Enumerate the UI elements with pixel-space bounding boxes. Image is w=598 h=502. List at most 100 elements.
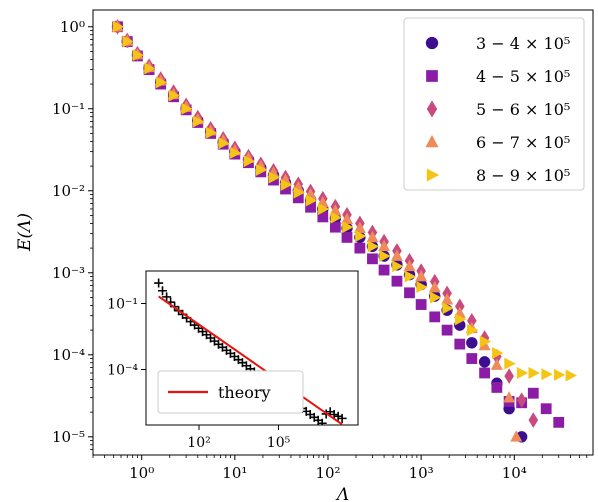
main-series-4-point <box>403 259 416 272</box>
main-series-3-point <box>454 298 465 315</box>
inset-x-tick-label: 10² <box>187 435 210 451</box>
inset-y-axis: 10⁻¹ 10⁻⁴ <box>107 296 146 378</box>
main-series-5-point <box>192 115 205 128</box>
main-series-3-point <box>516 392 527 408</box>
inset-y-tick-label: 10⁻¹ <box>107 296 138 312</box>
main-series-5-point <box>416 281 428 294</box>
main-series-2-point <box>317 211 329 223</box>
main-series-4-point <box>490 358 503 370</box>
main-series-2-point <box>341 232 353 243</box>
main-series-5-point <box>342 221 354 234</box>
legend-swatch-2 <box>426 70 438 82</box>
main-series-4-point <box>341 212 354 225</box>
legend-label-5: 8 − 9 × 10⁵ <box>476 166 570 185</box>
main-series-5-point <box>330 211 342 224</box>
inset-data-point <box>329 410 339 420</box>
main-series-2-point <box>553 416 565 428</box>
main-series-2-point <box>429 311 441 323</box>
main-series-5-point <box>528 366 540 379</box>
main-series-2-point <box>280 183 291 195</box>
inset-data-point <box>333 411 343 421</box>
main-series-2-point <box>354 242 366 254</box>
main-series-5-point <box>155 76 168 89</box>
legend-label-2: 4 − 5 × 10⁵ <box>476 67 570 86</box>
main-series-5 <box>112 20 577 382</box>
legend-swatch-4 <box>425 134 439 148</box>
main-series-2-point <box>305 201 316 213</box>
main-x-tick-label: 10⁴ <box>502 464 527 482</box>
main-series-5-point <box>112 20 125 33</box>
main-series-5-point <box>305 194 318 207</box>
main-x-tick-label: 10⁰ <box>129 464 154 482</box>
main-series-5-point <box>293 186 305 199</box>
main-y-tick-label: 10⁻⁵ <box>52 428 85 446</box>
main-series-4-point <box>378 239 391 252</box>
main-y-axis: 10⁰ 10⁻¹ 10⁻² 10⁻³ 10⁻⁴ 10⁻⁵ <box>52 18 93 450</box>
main-series-2-point <box>540 403 552 415</box>
y-axis-label: E(Λ) <box>15 213 35 252</box>
legend-label-1: 3 − 4 × 10⁵ <box>476 34 570 53</box>
main-series-2-point <box>391 275 403 287</box>
legend-label-4: 6 − 7 × 10⁵ <box>476 133 570 152</box>
main-series-5-point <box>280 178 293 191</box>
main-series-2-point <box>404 287 415 299</box>
main-series-2-point <box>329 221 341 233</box>
main-series-5-point <box>504 357 516 370</box>
main-y-tick-label: 10⁻³ <box>52 264 85 282</box>
main-series-5-point <box>218 137 230 150</box>
main-series-5-point <box>479 335 492 348</box>
main-series-4-point <box>503 391 516 403</box>
main-legend: 3 − 4 × 10⁵ 4 − 5 × 10⁵ 5 − 6 × 10⁵ 6 − 7 ×… <box>403 17 585 191</box>
main-y-tick-label: 10⁻⁴ <box>52 346 85 364</box>
inset-legend: theory <box>157 370 304 414</box>
legend-swatch-3 <box>426 100 438 118</box>
inset-data-point <box>158 286 168 296</box>
main-series-5-point <box>492 347 504 360</box>
main-series-4-point <box>366 230 379 243</box>
main-series-5-point <box>429 291 442 304</box>
main-y-tick-label: 10⁰ <box>60 18 85 36</box>
main-y-tick-label: 10⁻² <box>52 182 85 200</box>
main-series-4-point <box>428 280 441 293</box>
main-series-3-point <box>504 368 514 384</box>
inset-legend-box <box>157 370 304 414</box>
main-y-tick-label: 10⁻¹ <box>52 100 85 118</box>
main-series-2-point <box>415 299 427 310</box>
main-series-4-point <box>510 430 523 442</box>
main-series-3-point <box>467 312 477 329</box>
inset-data-point <box>317 418 327 425</box>
inset-theory-line <box>158 295 343 425</box>
main-series-4-point <box>353 221 366 233</box>
main-series-4-point <box>390 249 403 261</box>
main-series-5-point <box>392 260 404 273</box>
main-x-tick-label: 10³ <box>409 464 434 482</box>
main-series-3-point <box>528 412 539 428</box>
inset-data-point <box>154 278 164 288</box>
main-series-5-point <box>243 155 256 168</box>
main-series-5-point <box>442 302 454 315</box>
main-series-5-point <box>467 324 479 337</box>
inset-x-tick-label: 10⁵ <box>267 435 291 451</box>
main-series-2-point <box>527 387 539 399</box>
main-x-tick-label: 10¹ <box>222 464 247 482</box>
inset-x-axis: 10² 10⁵ <box>187 425 291 451</box>
main-series-5-point <box>122 35 134 48</box>
main-series-5-point <box>144 62 156 75</box>
main-series-1-point <box>466 337 478 349</box>
main-series-5-point <box>565 369 577 382</box>
main-series-1-point <box>478 356 491 368</box>
x-axis-label: Λ <box>335 485 349 502</box>
main-series-5-point <box>355 230 367 243</box>
main-series-4-point <box>441 293 454 305</box>
legend-swatch-1 <box>425 36 439 50</box>
main-series-2-point <box>466 353 478 364</box>
inset-data-point <box>337 413 347 423</box>
inset-data-point <box>162 292 172 302</box>
main-series-5-point <box>205 126 218 139</box>
main-series-2-point <box>367 253 378 265</box>
main-series-5-point <box>168 89 181 102</box>
main-series-5-point <box>230 146 242 159</box>
main-series-5-point <box>516 366 529 379</box>
main-series-2-point <box>378 264 390 276</box>
main-series-5-point <box>318 202 330 215</box>
